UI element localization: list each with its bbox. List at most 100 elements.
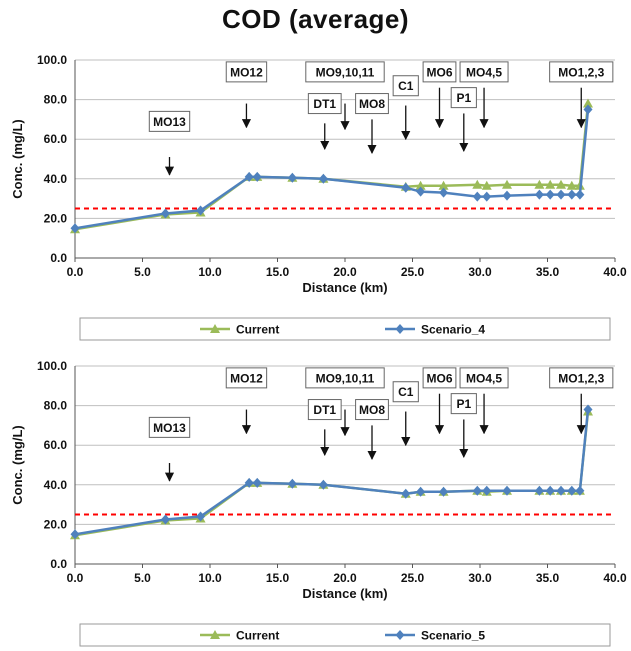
x-tick-label: 25.0 [401,265,425,279]
y-tick-label: 20.0 [44,517,68,531]
annotation-box [549,61,614,83]
data-point [70,223,80,234]
annotation-box [392,381,419,403]
data-point [567,485,577,496]
annotation-label: DT1 [313,97,336,111]
annotation-label: MO9,10,11 [316,65,375,79]
data-point [556,485,566,496]
x-tick-label: 25.0 [401,571,425,585]
y-axis-title: Conc. (mg/L) [10,119,25,198]
data-point [70,529,80,540]
data-point [481,180,492,190]
data-point [472,485,482,496]
annotation-box [450,393,477,415]
x-tick-label: 5.0 [134,571,151,585]
y-tick-label: 100.0 [37,359,67,373]
annotation-label: MO1,2,3 [558,65,604,79]
data-point [244,171,254,182]
data-point [556,179,566,189]
annotation-box [355,93,389,115]
data-point [439,187,449,198]
annotation-box [450,87,477,109]
data-point [583,104,593,115]
data-point [438,180,449,190]
data-point [318,479,328,490]
data-point [556,189,566,200]
legend-box [79,623,611,647]
x-tick-label: 40.0 [603,265,627,279]
data-point [502,190,512,201]
data-point [534,485,544,496]
x-tick-label: 20.0 [333,571,357,585]
data-point [472,191,482,202]
annotation-label: MO12 [230,65,263,79]
page-title: COD (average) [221,4,410,34]
x-tick-label: 35.0 [536,265,560,279]
y-tick-label: 100.0 [37,53,67,67]
annotation-box [307,399,342,421]
data-point [545,179,556,189]
legend-label: Scenario_5 [421,629,485,643]
annotation-label: MO13 [153,421,186,435]
data-point [401,488,411,499]
annotation-label: MO6 [426,371,452,385]
x-tick-label: 0.0 [67,265,84,279]
legend-box [79,317,611,341]
x-tick-label: 30.0 [468,265,492,279]
data-point [575,189,585,200]
data-point [545,485,555,496]
data-point [318,173,328,184]
data-point [196,205,206,216]
data-point [416,486,426,497]
data-point [566,180,577,190]
legend-label: Current [236,629,279,643]
x-tick-label: 0.0 [67,571,84,585]
x-tick-label: 5.0 [134,265,151,279]
annotation-box [225,61,268,83]
y-tick-label: 60.0 [44,132,68,146]
annotation-box [459,61,509,83]
chart-scenario-5: 0.0 20.0 40.0 60.0 80.0 100.0 0.0 5.0 10.0 15.0 20… [10,359,627,647]
data-point [415,180,426,190]
annotation-box [305,367,385,389]
annotation-box [305,61,385,83]
data-point [575,485,585,496]
annotation-label: C1 [398,385,414,399]
annotation-label: MO4,5 [466,371,502,385]
y-tick-label: 0.0 [50,251,67,265]
annotation-label: MO8 [359,403,385,417]
annotation-label: MO1,2,3 [558,371,604,385]
annotation-box [422,61,457,83]
annotation-label: MO8 [359,97,385,111]
x-tick-label: 10.0 [198,265,222,279]
data-point [534,189,544,200]
annotation-label: MO6 [426,65,452,79]
y-axis-title: Conc. (mg/L) [10,425,25,504]
data-point [252,477,262,488]
annotation-box [355,399,389,421]
data-point [567,189,577,200]
y-tick-label: 40.0 [44,172,68,186]
x-tick-label: 20.0 [333,265,357,279]
x-tick-label: 10.0 [198,571,222,585]
y-tick-label: 60.0 [44,438,68,452]
data-point [252,171,262,182]
annotation-box [549,367,614,389]
annotation-box [148,416,191,438]
data-point [545,189,555,200]
x-axis-title: Distance (km) [302,280,387,295]
data-point [287,478,297,489]
legend-marker [210,630,220,639]
data-point [287,172,297,183]
chart-scenario-4: 0.0 20.0 40.0 60.0 80.0 100.0 0.0 5.0 10.0 15.0 20… [10,53,627,341]
data-point [502,179,512,189]
data-point [482,485,492,496]
y-tick-label: 80.0 [44,399,68,413]
x-tick-label: 15.0 [266,571,290,585]
y-tick-label: 0.0 [50,557,67,571]
data-point [244,477,254,488]
data-point [439,486,449,497]
data-point [416,186,426,197]
legend-marker [395,324,405,334]
data-point [583,404,593,415]
